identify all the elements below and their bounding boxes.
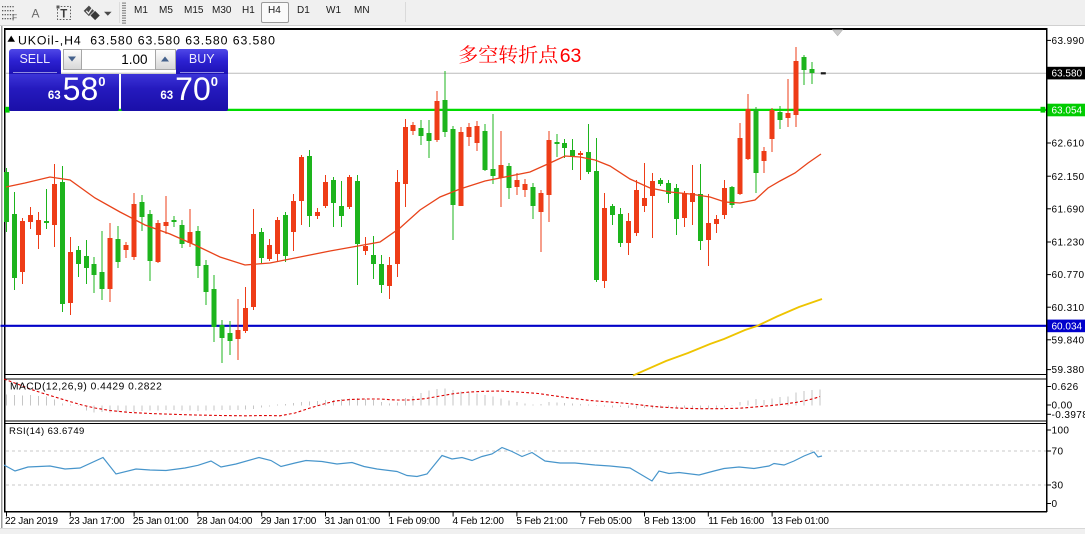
svg-text:11 Feb 16:00: 11 Feb 16:00 — [708, 516, 764, 527]
svg-text:-0.3978: -0.3978 — [1052, 410, 1085, 421]
svg-text:25 Jan 01:00: 25 Jan 01:00 — [133, 516, 189, 527]
svg-text:63.054: 63.054 — [1052, 106, 1083, 117]
svg-text:8 Feb 13:00: 8 Feb 13:00 — [644, 516, 696, 527]
svg-text:62.610: 62.610 — [1052, 139, 1085, 150]
svg-text:100: 100 — [1052, 426, 1070, 437]
svg-text:0: 0 — [1052, 499, 1058, 510]
svg-text:29 Jan 17:00: 29 Jan 17:00 — [261, 516, 317, 527]
svg-text:31 Jan 01:00: 31 Jan 01:00 — [325, 516, 381, 527]
svg-text:MACD(12,26,9) 0.4429 0.2822: MACD(12,26,9) 0.4429 0.2822 — [10, 382, 162, 393]
svg-text:62.150: 62.150 — [1052, 172, 1085, 183]
svg-text:23 Jan 17:00: 23 Jan 17:00 — [69, 516, 125, 527]
svg-text:22 Jan 2019: 22 Jan 2019 — [5, 516, 58, 527]
svg-text:59.380: 59.380 — [1052, 365, 1085, 376]
svg-text:60.310: 60.310 — [1052, 303, 1085, 314]
svg-text:7 Feb 05:00: 7 Feb 05:00 — [580, 516, 632, 527]
svg-text:60.770: 60.770 — [1052, 270, 1085, 281]
svg-text:63.990: 63.990 — [1052, 36, 1085, 47]
svg-text:5 Feb 21:00: 5 Feb 21:00 — [516, 516, 568, 527]
svg-text:RSI(14) 63.6749: RSI(14) 63.6749 — [9, 426, 85, 437]
svg-text:61.230: 61.230 — [1052, 238, 1085, 249]
svg-text:63: 63 — [560, 45, 582, 67]
svg-text:63.580: 63.580 — [1052, 69, 1083, 80]
svg-text:0.626: 0.626 — [1052, 382, 1079, 393]
svg-text:1 Feb 09:00: 1 Feb 09:00 — [389, 516, 441, 527]
svg-text:60.034: 60.034 — [1052, 322, 1083, 333]
svg-text:28 Jan 04:00: 28 Jan 04:00 — [197, 516, 253, 527]
svg-text:61.690: 61.690 — [1052, 204, 1085, 215]
svg-text:13 Feb 01:00: 13 Feb 01:00 — [772, 516, 829, 527]
svg-text:70: 70 — [1052, 447, 1064, 458]
svg-text:4 Feb 12:00: 4 Feb 12:00 — [453, 516, 505, 527]
svg-text:30: 30 — [1052, 481, 1064, 492]
svg-text:59.840: 59.840 — [1052, 335, 1085, 346]
